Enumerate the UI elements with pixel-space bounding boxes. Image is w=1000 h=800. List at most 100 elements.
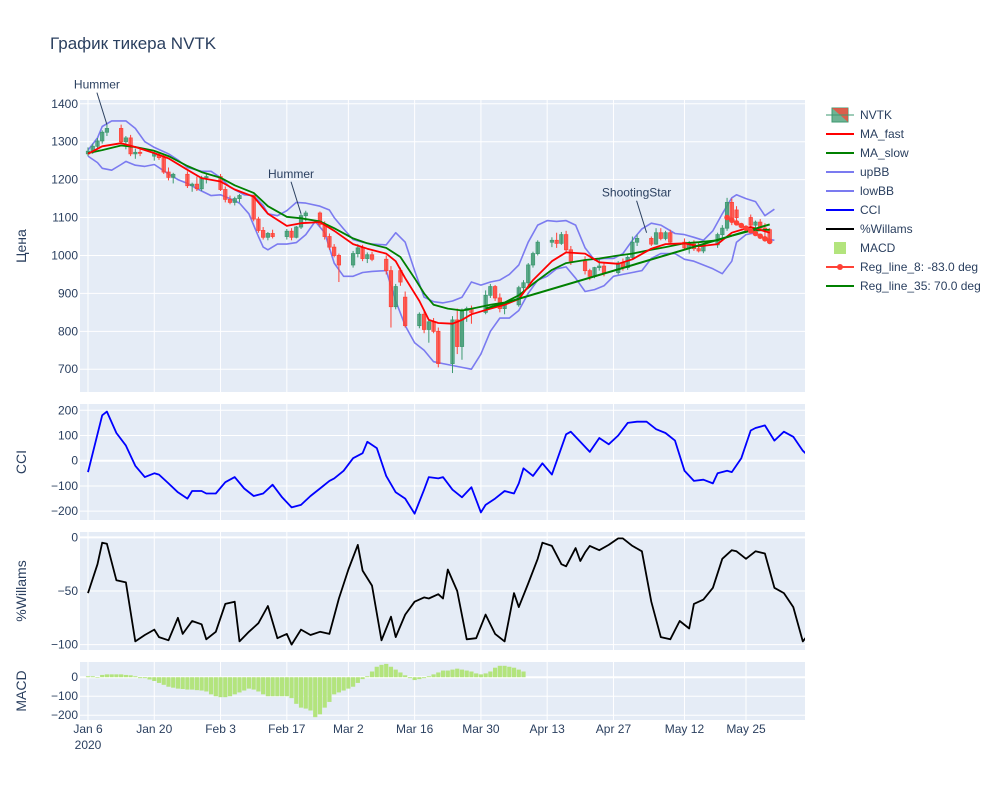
- candle-body: [365, 254, 370, 259]
- candle-body: [384, 258, 389, 272]
- legend-item-upbb[interactable]: upBB: [826, 165, 889, 179]
- candle-body: [369, 254, 375, 260]
- macd-bar: [346, 677, 351, 689]
- macd-bar: [374, 666, 379, 678]
- macd-bar: [355, 677, 360, 683]
- price-y-tick-label: 1300: [51, 135, 78, 149]
- x-tick-label: May 25: [726, 722, 766, 736]
- candle-body: [431, 321, 436, 332]
- macd-bar: [369, 671, 375, 678]
- ma-fast-line: [87, 142, 770, 325]
- legend-item-willams[interactable]: %Willams: [826, 222, 913, 236]
- reg-line-8-marker: [724, 214, 730, 221]
- legend-label: Reg_line_8: -83.0 deg: [860, 260, 978, 274]
- macd-bar: [270, 677, 275, 697]
- macd-bar: [161, 677, 166, 685]
- macd-bar: [133, 676, 138, 678]
- candle-body: [526, 264, 531, 284]
- willams-panel: −100 −50 0 %Willams: [13, 530, 805, 652]
- macd-bar: [455, 668, 460, 678]
- macd-bar: [166, 677, 171, 687]
- x-tick-year-label: 2020: [75, 738, 102, 752]
- price-y-tick-label: 1400: [51, 97, 78, 111]
- macd-bar: [275, 677, 280, 697]
- macd-bar: [100, 674, 105, 678]
- legend-item-ma_slow[interactable]: MA_slow: [826, 146, 909, 160]
- x-tick-label: Mar 16: [396, 722, 434, 736]
- macd-bar: [208, 677, 214, 695]
- legend-label: MA_slow: [860, 146, 909, 160]
- candle-body: [388, 270, 394, 308]
- candle-body: [317, 212, 323, 225]
- x-tick-label: Jan 6: [73, 722, 103, 736]
- macd-bar: [171, 677, 176, 688]
- reg-line-8-marker: [747, 228, 754, 234]
- candle-body: [261, 230, 266, 238]
- legend-item-reg8[interactable]: Reg_line_8: -83.0 deg: [826, 260, 978, 274]
- legend-item-reg35[interactable]: Reg_line_35: 70.0 deg: [826, 279, 981, 293]
- macd-bar: [284, 677, 289, 697]
- macd-bar: [90, 676, 95, 678]
- legend-item-ma_fast[interactable]: MA_fast: [826, 127, 905, 141]
- candle-body: [493, 286, 498, 299]
- macd-bar: [194, 677, 199, 691]
- macd-bar: [317, 677, 323, 715]
- price-y-tick-label: 700: [58, 362, 78, 376]
- candle-body: [426, 321, 431, 330]
- candle-body: [289, 230, 294, 238]
- macd-bar: [242, 677, 247, 691]
- macd-bar: [379, 664, 384, 678]
- macd-bar: [350, 677, 356, 687]
- macd-bar: [104, 674, 110, 678]
- legend[interactable]: NVTK MA_fast MA_slow upBB lowBB CCI %Willams MA…: [826, 107, 981, 293]
- candle-body: [587, 270, 592, 277]
- candle-body: [232, 198, 237, 203]
- candle-body: [133, 151, 138, 155]
- macd-bar: [327, 677, 332, 702]
- macd-bar: [507, 666, 512, 678]
- candle-body: [237, 195, 242, 199]
- macd-bar: [365, 676, 370, 678]
- price-y-tick-label: 800: [58, 324, 78, 338]
- legend-label: CCI: [860, 203, 881, 217]
- candle-body: [284, 230, 289, 237]
- legend-item-nvtk[interactable]: NVTK: [826, 107, 892, 123]
- candle-body: [530, 253, 536, 266]
- macd-bar: [474, 673, 479, 678]
- candle-body: [488, 286, 493, 296]
- candle-body: [582, 260, 588, 272]
- macd-bar: [109, 674, 114, 678]
- macd-bar: [256, 677, 261, 692]
- x-tick-label: Feb 17: [268, 722, 306, 736]
- will-y-tick-label: −100: [51, 638, 78, 652]
- macd-bar: [227, 677, 233, 697]
- macd-bar: [251, 677, 256, 690]
- macd-bar: [502, 665, 507, 678]
- candle-body: [436, 330, 441, 364]
- candle-body: [100, 131, 105, 142]
- reg-line-8-marker: [752, 230, 759, 237]
- will-y-tick-label: 0: [71, 530, 78, 544]
- macd-bar: [180, 677, 185, 690]
- reg-line-8-marker: [728, 217, 735, 224]
- candle-body: [417, 313, 422, 327]
- candle-body: [294, 226, 299, 238]
- legend-item-macd[interactable]: MACD: [834, 241, 896, 255]
- legend-label: Reg_line_35: 70.0 deg: [860, 279, 981, 293]
- cci-y-tick-label: 0: [71, 454, 78, 468]
- candle-body: [199, 177, 204, 190]
- candle-body: [682, 241, 687, 249]
- cci-plot-area: [80, 404, 805, 520]
- legend-item-cci[interactable]: CCI: [826, 203, 881, 217]
- macd-bar: [185, 677, 190, 690]
- reg-line-35: [485, 223, 770, 310]
- candle-body: [123, 137, 128, 143]
- legend-item-lowbb[interactable]: lowBB: [826, 184, 894, 198]
- candle-body: [459, 310, 465, 347]
- macd-bar: [516, 669, 521, 678]
- macd-bar: [445, 670, 450, 678]
- legend-label: MACD: [860, 241, 896, 255]
- candle-body: [559, 234, 564, 244]
- cci-y-tick-label: −100: [51, 479, 78, 493]
